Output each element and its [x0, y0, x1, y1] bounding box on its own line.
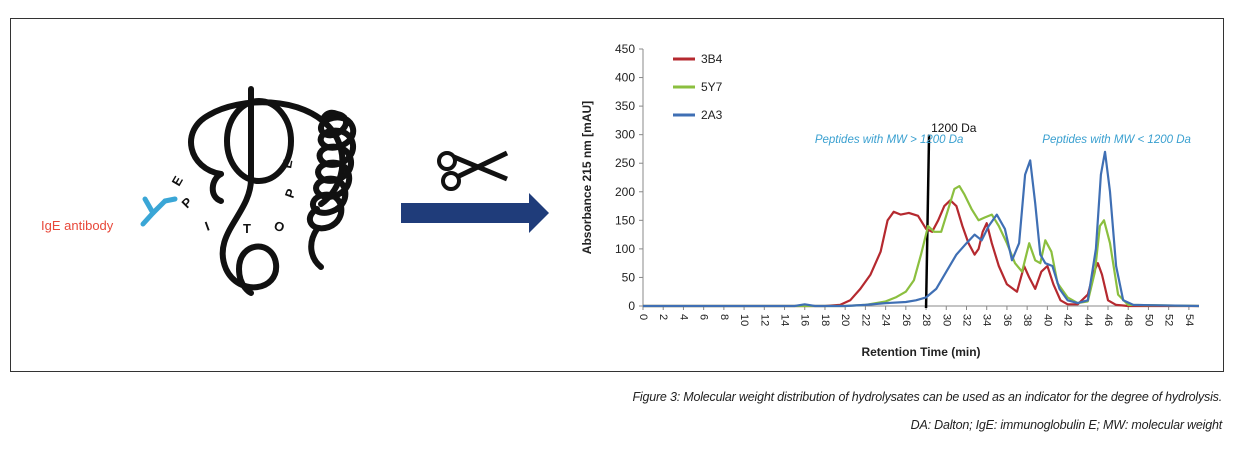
figure-caption: Figure 3: Molecular weight distribution …: [632, 390, 1222, 404]
x-tick-label: 6: [698, 314, 710, 320]
scissors-icon: [437, 150, 509, 191]
y-tick-label: 300: [615, 128, 635, 142]
x-tick-label: 40: [1041, 314, 1053, 326]
x-tick-label: 20: [839, 314, 851, 326]
epitope-letter: T: [243, 221, 251, 236]
series-line-3b4: [643, 199, 1199, 308]
x-tick-label: 24: [880, 314, 892, 326]
y-tick-label: 100: [615, 242, 635, 256]
antibody-icon: [140, 196, 178, 227]
legend-entry: 5Y7: [701, 80, 723, 94]
epitope-letter: I: [203, 218, 212, 233]
legend-entry: 3B4: [701, 52, 723, 66]
x-tick-label: 52: [1163, 314, 1175, 326]
y-tick-label: 50: [622, 270, 636, 284]
figure-frame: IgE antibody E P I T O P E: [10, 18, 1224, 372]
x-tick-label: 30: [940, 314, 952, 326]
series-line-2a3: [643, 150, 1200, 308]
legend-entry: 2A3: [701, 108, 723, 122]
x-tick-label: 46: [1102, 314, 1114, 326]
x-tick-label: 48: [1122, 314, 1134, 326]
epitope-letter: P: [282, 186, 299, 200]
annotation-low-mw: Peptides with MW < 1200 Da: [1042, 134, 1191, 146]
x-tick-label: 50: [1142, 314, 1154, 326]
figure-abbreviations: DA: Dalton; IgE: immunoglobulin E; MW: m…: [910, 418, 1223, 432]
x-tick-label: 10: [738, 314, 750, 326]
x-tick-label: 36: [1001, 314, 1013, 326]
epitope-letter: E: [169, 173, 186, 188]
y-tick-label: 250: [615, 156, 635, 170]
y-tick-label: 350: [615, 99, 635, 113]
annotation-1200da: 1200 Da: [931, 121, 977, 135]
x-tick-label: 12: [758, 314, 770, 326]
x-tick-label: 38: [1021, 314, 1033, 326]
y-tick-label: 200: [615, 185, 635, 199]
y-tick-label: 0: [628, 299, 635, 313]
mw-divider-line: [924, 134, 931, 309]
y-tick-label: 400: [615, 71, 635, 85]
x-tick-label: 28: [920, 314, 932, 326]
x-tick-label: 32: [960, 314, 972, 326]
x-tick-label: 26: [900, 314, 912, 326]
x-tick-label: 14: [779, 314, 791, 326]
x-tick-label: 8: [718, 314, 730, 320]
x-tick-label: 54: [1183, 314, 1195, 326]
x-tick-label: 16: [799, 314, 811, 326]
arrow-right-icon: [401, 193, 549, 233]
x-tick-label: 2: [657, 314, 669, 320]
x-tick-label: 42: [1062, 314, 1074, 326]
epitope-letter: P: [179, 194, 196, 211]
peptide-icon: [188, 86, 357, 296]
epitope-letter: O: [272, 218, 287, 236]
x-axis-label: Retention Time (min): [861, 345, 980, 359]
y-axis-label: Absorbance 215 nm [mAU]: [580, 101, 594, 254]
epitope-letter: E: [279, 158, 295, 169]
x-tick-label: 44: [1082, 314, 1094, 326]
illustration: IgE antibody E P I T O P E: [41, 86, 549, 296]
y-tick-label: 450: [615, 42, 635, 56]
antibody-label: IgE antibody: [41, 218, 114, 233]
annotation-high-mw: Peptides with MW > 1200 Da: [815, 134, 964, 146]
x-tick-label: 22: [859, 314, 871, 326]
series-line-5y7: [643, 185, 1200, 308]
x-tick-label: 34: [981, 314, 993, 326]
x-tick-label: 4: [677, 314, 689, 320]
x-tick-label: 18: [819, 314, 831, 326]
x-tick-label: 0: [637, 314, 649, 320]
y-tick-label: 150: [615, 213, 635, 227]
